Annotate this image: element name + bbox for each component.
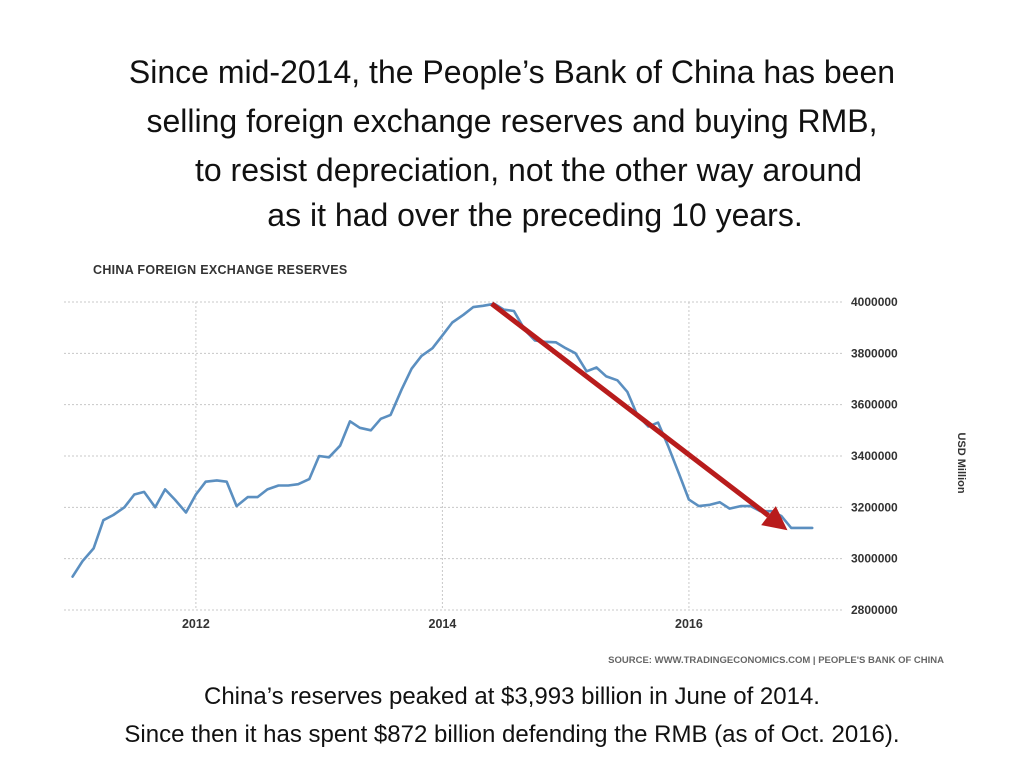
chart-title: CHINA FOREIGN EXCHANGE RESERVES — [93, 263, 347, 277]
caption-line-1: China’s reserves peaked at $3,993 billio… — [204, 683, 820, 710]
caption-line-2: Since then it has spent $872 billion def… — [124, 721, 900, 748]
y-tick-label: 3400000 — [851, 449, 898, 463]
chart-annotation — [490, 301, 788, 531]
headline-line-4: as it had over the preceding 10 years. — [267, 197, 803, 233]
chart-labels: CHINA FOREIGN EXCHANGE RESERVES 2800000 30… — [93, 263, 967, 666]
y-tick-label: 2800000 — [851, 603, 898, 617]
y-tick-label: 3200000 — [851, 500, 898, 514]
headline-line-2: selling foreign exchange reserves and bu… — [146, 103, 878, 139]
x-tick-label: 2014 — [429, 617, 457, 631]
headline-line-3: to resist depreciation, not the other wa… — [194, 152, 863, 188]
chart-source: SOURCE: WWW.TRADINGECONOMICS.COM | PEOPL… — [608, 655, 944, 666]
x-tick-label: 2016 — [675, 617, 703, 631]
y-tick-label: 4000000 — [851, 295, 898, 309]
series-line — [71, 302, 814, 578]
caption: China’s reserves peaked at $3,993 billio… — [0, 678, 1024, 754]
trend-arrow-head — [761, 506, 788, 531]
headline: Since mid-2014, the People’s Bank of Chi… — [0, 48, 1024, 240]
x-tick-label: 2012 — [182, 617, 210, 631]
y-tick-label: 3800000 — [851, 346, 898, 360]
trend-arrow-shaft — [490, 301, 770, 518]
chart-series — [71, 302, 814, 578]
chart-grid — [64, 301, 843, 611]
y-tick-label: 3000000 — [851, 552, 898, 566]
headline-line-1: Since mid-2014, the People’s Bank of Chi… — [128, 54, 896, 90]
y-axis-label: USD Million — [955, 432, 967, 493]
y-tick-label: 3600000 — [851, 398, 898, 412]
reserves-chart: CHINA FOREIGN EXCHANGE RESERVES 2800000 30… — [64, 263, 967, 666]
